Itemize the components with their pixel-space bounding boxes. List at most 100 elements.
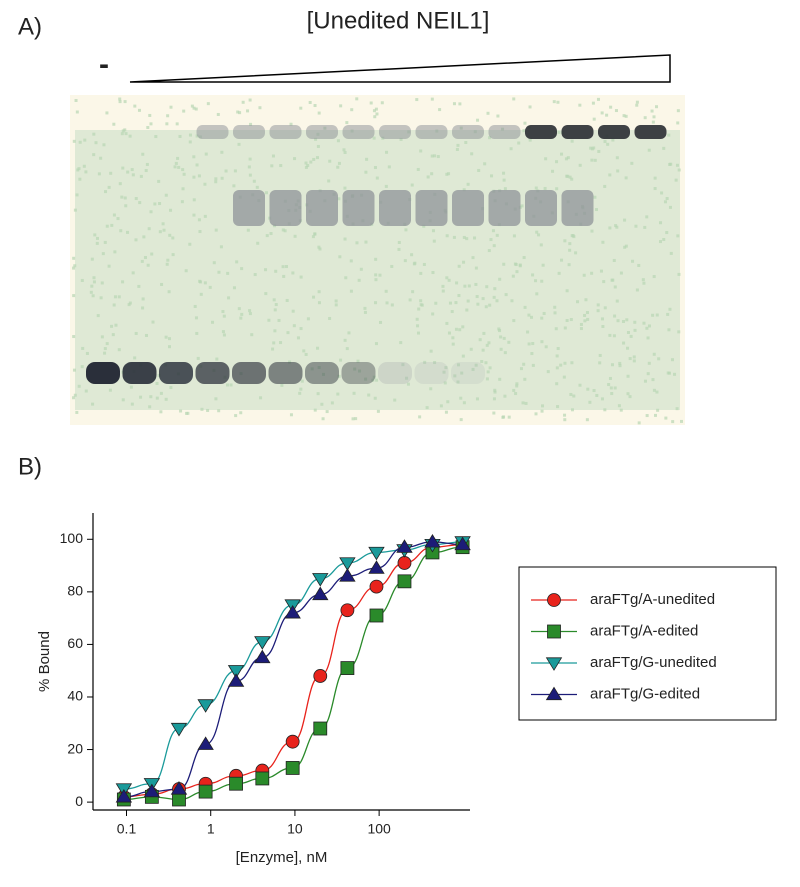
gel-speckle: [225, 383, 229, 387]
gel-speckle: [194, 107, 198, 111]
gel-speckle: [471, 256, 475, 260]
gel-speckle: [668, 205, 672, 209]
gel-speckle: [419, 299, 423, 303]
gel-speckle: [480, 360, 484, 364]
gel-speckle: [613, 285, 617, 289]
gel-speckle: [645, 414, 649, 418]
gel-speckle: [356, 359, 360, 363]
gel-band: [342, 190, 375, 226]
gel-speckle: [527, 342, 531, 346]
gel-speckle: [481, 348, 485, 352]
gel-speckle: [343, 237, 347, 241]
gel-speckle: [416, 331, 420, 335]
gel-speckle: [568, 175, 572, 179]
gel-speckle: [466, 299, 470, 303]
gel-speckle: [600, 317, 604, 321]
control-label: -: [99, 48, 109, 81]
gel-speckle: [103, 240, 107, 244]
gel-speckle: [182, 172, 186, 176]
gel-speckle: [321, 417, 325, 421]
gel-speckle: [631, 259, 635, 263]
gel-band: [269, 190, 302, 226]
marker: [143, 783, 161, 798]
gel-speckle: [279, 164, 283, 168]
gel-speckle: [220, 176, 224, 180]
y-axis-title: % Bound: [36, 631, 53, 692]
gel-speckle: [192, 198, 196, 202]
gel-speckle: [512, 319, 516, 323]
marker: [115, 788, 133, 803]
gel-speckle: [651, 313, 655, 317]
gel-speckle: [490, 174, 494, 178]
gel-speckle: [105, 342, 109, 346]
gel-speckle: [328, 316, 332, 320]
gel-speckle: [541, 404, 545, 408]
gel-band: [232, 362, 266, 384]
gel-band: [379, 190, 411, 226]
gel-speckle: [596, 97, 600, 101]
gel-speckle: [541, 263, 545, 267]
gel-speckle: [192, 106, 196, 110]
gel-speckle: [99, 296, 103, 300]
gel-speckle: [72, 266, 76, 270]
gel-speckle: [492, 397, 496, 401]
gel-speckle: [355, 97, 359, 101]
gel-speckle: [198, 230, 202, 234]
gel-speckle: [492, 411, 496, 415]
gel-speckle: [142, 235, 146, 239]
gel-speckle: [410, 253, 414, 257]
gel-speckle: [120, 195, 124, 199]
gel-speckle: [677, 272, 681, 276]
gel-speckle: [343, 338, 347, 342]
gel-speckle: [121, 280, 125, 284]
gel-speckle: [465, 237, 469, 241]
gel-speckle: [647, 361, 651, 365]
gel-speckle: [502, 262, 506, 266]
gel-speckle: [546, 370, 550, 374]
gel-speckle: [179, 409, 183, 413]
gel-speckle: [646, 372, 650, 376]
gel-speckle: [133, 104, 137, 108]
gel-speckle: [196, 356, 200, 360]
gel-speckle: [448, 301, 452, 305]
gel-speckle: [166, 114, 170, 118]
gel-speckle: [457, 264, 461, 268]
gel-speckle: [235, 260, 239, 264]
gel-speckle: [208, 285, 212, 289]
gel-speckle: [274, 269, 278, 273]
gel-speckle: [144, 333, 148, 337]
gel-speckle: [164, 397, 168, 401]
gel-speckle: [450, 310, 454, 314]
gel-speckle: [222, 314, 226, 318]
gel-speckle: [373, 166, 377, 170]
gel-speckle: [308, 100, 312, 104]
gel-speckle: [110, 324, 114, 328]
gel-speckle: [214, 177, 218, 181]
gel-speckle: [677, 168, 681, 172]
gel-speckle: [503, 351, 507, 355]
gel-speckle: [656, 408, 660, 412]
gel-speckle: [111, 333, 115, 337]
gel-speckle: [593, 158, 597, 162]
marker: [312, 586, 329, 601]
gel-speckle: [528, 105, 532, 109]
gel-speckle: [74, 98, 78, 102]
gel-speckle: [609, 386, 613, 390]
legend-marker: [545, 657, 563, 671]
gel-speckle: [675, 163, 679, 167]
gel-speckle: [144, 169, 148, 173]
gel-speckle: [160, 282, 164, 286]
gel-speckle: [570, 139, 574, 143]
gel-speckle: [544, 345, 548, 349]
gel-speckle: [603, 184, 607, 188]
gel-speckle: [304, 165, 308, 169]
gel-band: [268, 362, 303, 384]
gel-speckle: [72, 396, 76, 400]
gel-speckle: [188, 133, 192, 137]
gel-speckle: [499, 347, 503, 351]
gel-speckle: [103, 351, 107, 355]
gel-speckle: [372, 109, 376, 113]
gel-speckle: [124, 204, 128, 208]
gel-speckle: [238, 111, 242, 115]
marker: [339, 568, 356, 582]
